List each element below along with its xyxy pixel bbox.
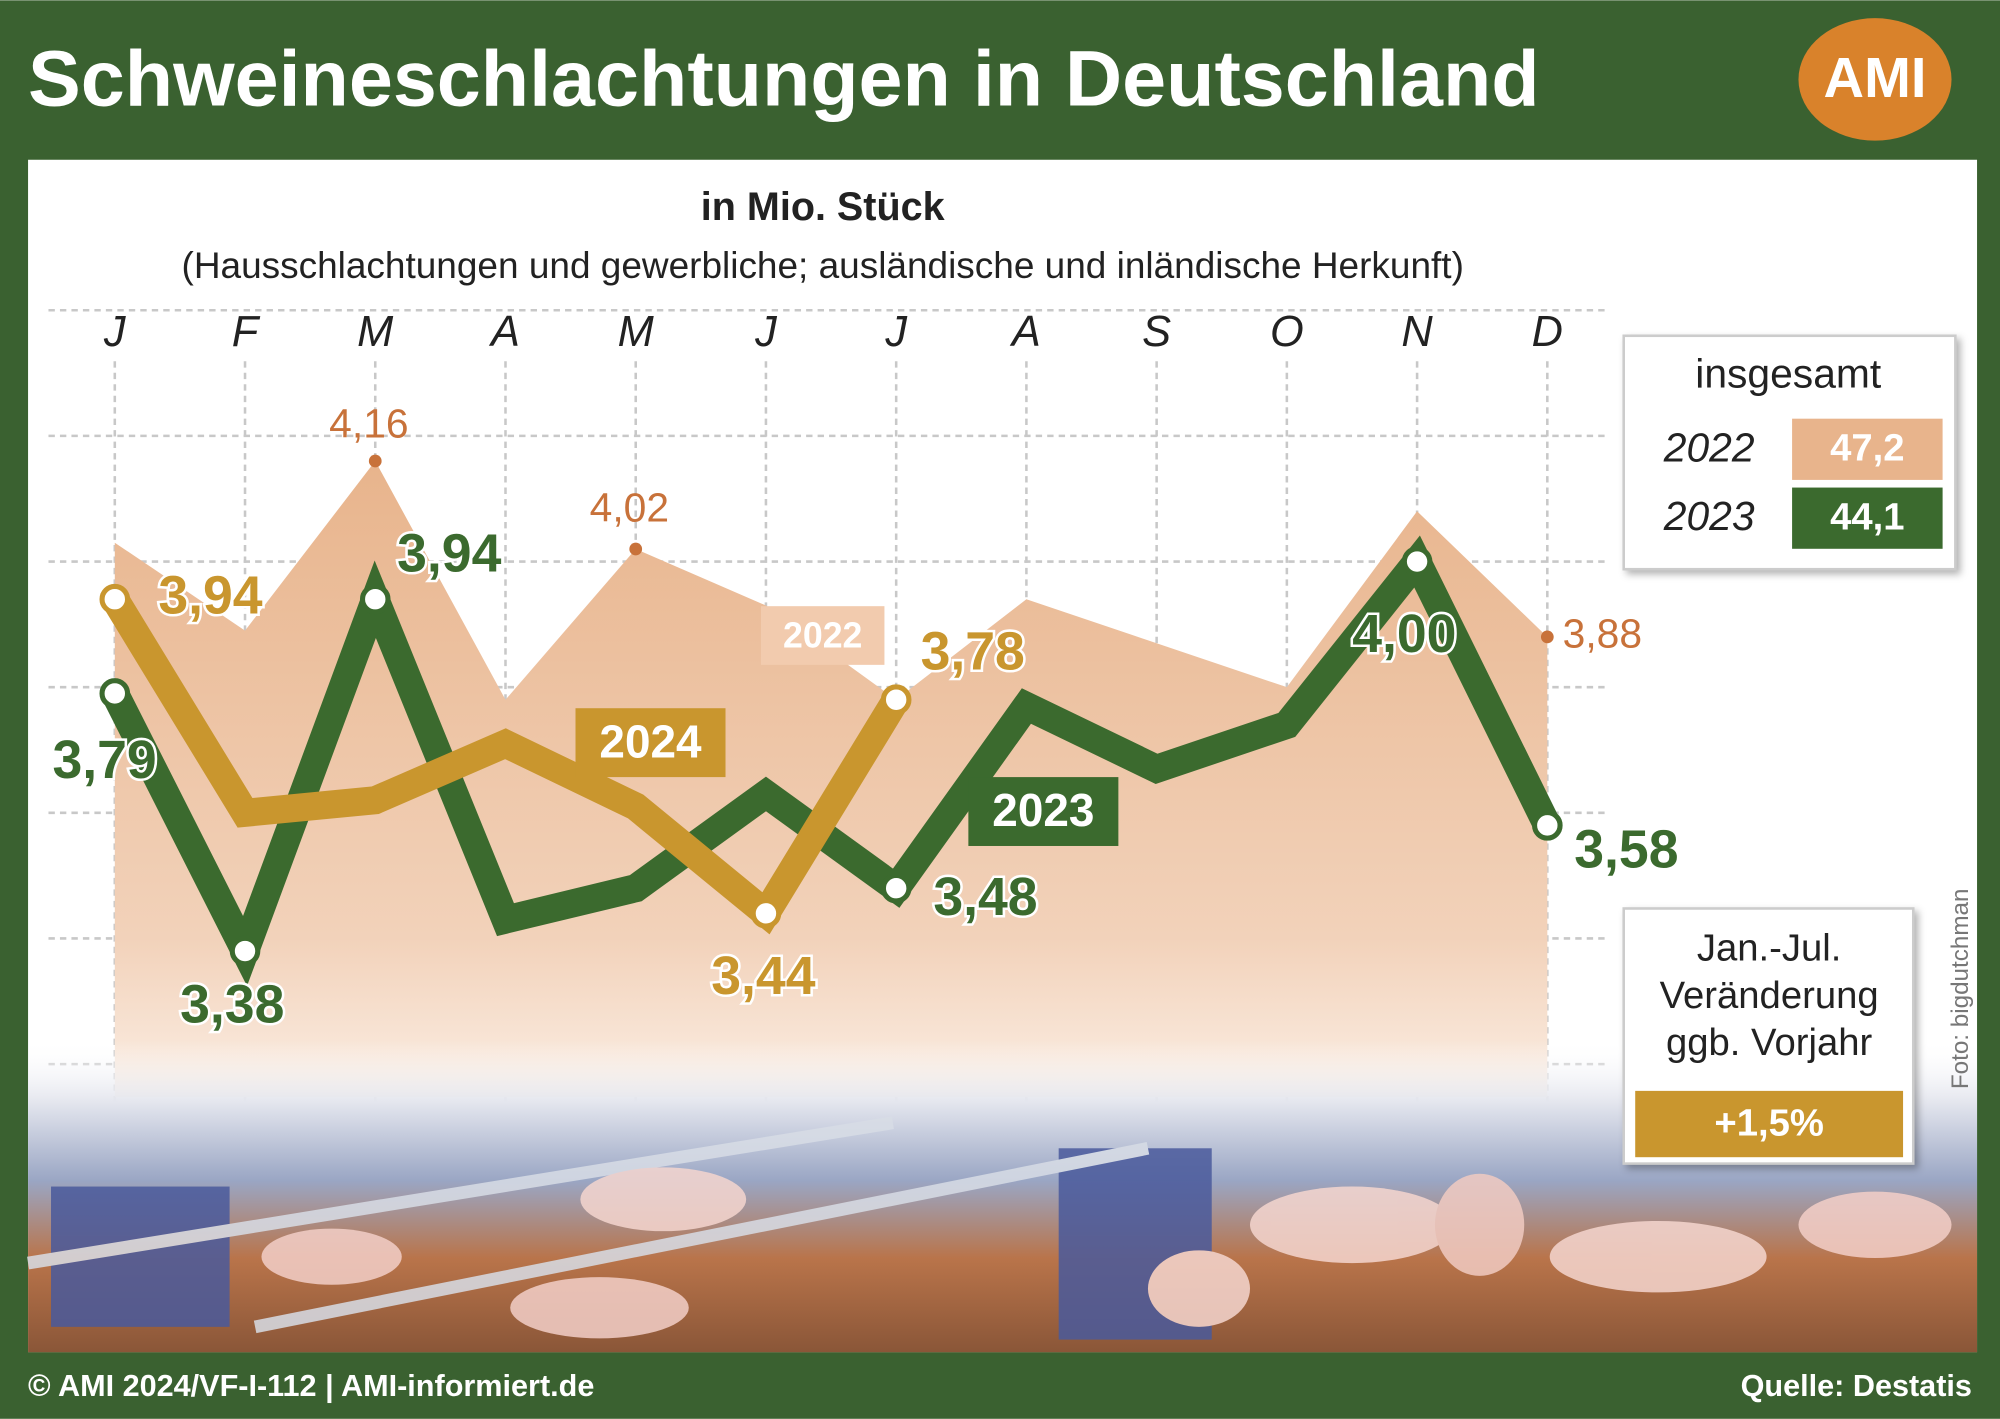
x-tick-label: M — [618, 308, 655, 356]
change-box: Jan.-Jul. Veränderung ggb. Vorjahr +1,5% — [1622, 907, 1915, 1165]
rail — [253, 1142, 1150, 1334]
summary-value-box — [1792, 487, 1943, 549]
overlay: 4,16 4,02 3,88 2022 3,79 3,38 3,94 3,48 4,00 3,58… — [50, 400, 1681, 1037]
change-text: ggb. Vorjahr — [1666, 1021, 1873, 1064]
pig — [1798, 1191, 1952, 1258]
value-label: 3,38 — [180, 976, 284, 1035]
area — [114, 461, 1548, 1098]
x-tick-label: F — [232, 308, 261, 356]
x-tick-label: J — [754, 308, 778, 356]
footer-left: © AMI 2024/VF-I-112 | AMI-informiert.de — [28, 1369, 594, 1403]
summary-box: insgesamt 2022 47,2 2023 44,1 — [1622, 334, 1957, 571]
value-label: 3,94 — [397, 524, 501, 583]
summary-value: 47,2 — [1830, 427, 1904, 470]
x-tick-label: S — [1142, 308, 1171, 356]
series-label-box — [575, 708, 726, 778]
point — [99, 678, 131, 709]
summary-year: 2023 — [1663, 493, 1755, 539]
rail — [27, 1116, 894, 1270]
chart-title: Schweineschlachtungen in Deutschland — [28, 33, 1540, 122]
value-label: 3,79 — [52, 731, 156, 790]
x-tick-label: O — [1270, 308, 1304, 356]
note: (Hausschlachtungen und gewerbliche; ausl… — [182, 245, 1464, 286]
value-label: 3,78 — [921, 622, 1025, 681]
x-tick-label: D — [1532, 308, 1563, 356]
change-text: Veränderung — [1660, 974, 1879, 1017]
photo-details — [27, 1116, 1952, 1340]
point — [1540, 630, 1554, 644]
point — [629, 542, 643, 556]
legend-label: 2023 — [992, 784, 1094, 836]
logo: AMI — [1824, 46, 1927, 109]
point — [99, 583, 131, 615]
change-text: Jan.-Jul. — [1697, 927, 1842, 970]
legend-label: 2024 — [599, 715, 702, 767]
change-value: +1,5% — [1714, 1101, 1824, 1144]
subtitle: in Mio. Stück — [701, 185, 946, 229]
x-tick-label: M — [357, 308, 394, 356]
legend-label: 2022 — [783, 616, 862, 656]
pig — [1434, 1173, 1525, 1276]
value-label: 4,02 — [590, 484, 669, 530]
point — [750, 898, 782, 929]
series-label-box — [968, 777, 1119, 846]
series-label-box — [760, 606, 885, 665]
value-label: 3,88 — [1563, 611, 1642, 657]
value-label: 3,48 — [933, 868, 1037, 927]
point — [359, 583, 391, 615]
x-tick-label: A — [1009, 308, 1041, 356]
footer-bar — [0, 1352, 2000, 1419]
logo-badge — [1798, 18, 1952, 141]
value-label: 4,16 — [329, 400, 408, 446]
point — [1532, 810, 1563, 841]
point — [368, 454, 382, 468]
value-label: 3,58 — [1574, 821, 1678, 880]
x-tick-label: A — [488, 308, 520, 356]
change-value-box — [1635, 1090, 1904, 1158]
pig — [1147, 1250, 1250, 1327]
pig — [1549, 1220, 1767, 1293]
pig — [1250, 1186, 1455, 1264]
line — [102, 535, 1560, 987]
point — [1401, 546, 1433, 577]
summary-year: 2022 — [1663, 424, 1755, 470]
x-tick-label: J — [884, 308, 908, 356]
pig — [261, 1228, 402, 1285]
x-tick-label: J — [103, 308, 127, 356]
pig — [510, 1277, 689, 1339]
x-tick-label: N — [1401, 308, 1433, 356]
value-label: 3,44 — [711, 947, 815, 1006]
point — [880, 872, 912, 904]
value-label: 3,94 — [158, 566, 262, 625]
point — [880, 684, 912, 716]
summary-value: 44,1 — [1830, 496, 1904, 539]
footer-right: Quelle: Destatis — [1741, 1369, 1972, 1403]
photo-credit: Foto: bigdutchman — [1947, 889, 1974, 1090]
point — [229, 935, 261, 967]
summary-value-box — [1792, 418, 1943, 480]
pig — [580, 1167, 747, 1232]
value-label: 4,00 — [1352, 605, 1456, 664]
summary-title: insgesamt — [1695, 350, 1882, 396]
